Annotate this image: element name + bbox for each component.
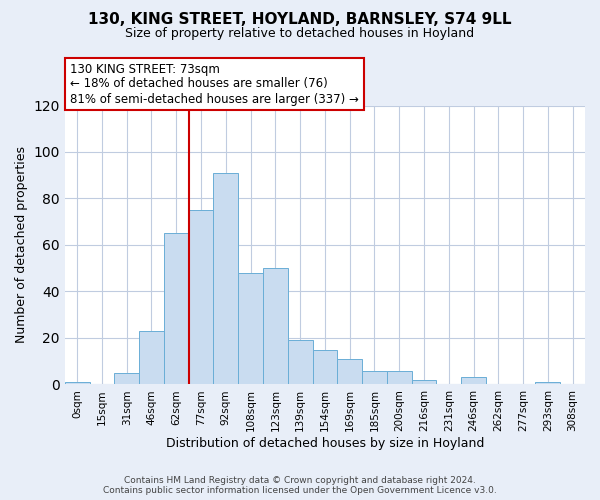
Bar: [238, 273, 263, 384]
Bar: [263, 268, 288, 384]
Bar: [115, 373, 139, 384]
Bar: [214, 173, 238, 384]
Bar: [461, 378, 486, 384]
Text: 130, KING STREET, HOYLAND, BARNSLEY, S74 9LL: 130, KING STREET, HOYLAND, BARNSLEY, S74…: [88, 12, 512, 28]
Bar: [362, 370, 387, 384]
Bar: [139, 331, 164, 384]
Bar: [412, 380, 436, 384]
Text: Size of property relative to detached houses in Hoyland: Size of property relative to detached ho…: [125, 28, 475, 40]
Bar: [164, 234, 188, 384]
Bar: [188, 210, 214, 384]
Bar: [387, 370, 412, 384]
Bar: [288, 340, 313, 384]
Bar: [337, 359, 362, 384]
Bar: [65, 382, 89, 384]
Text: 130 KING STREET: 73sqm
← 18% of detached houses are smaller (76)
81% of semi-det: 130 KING STREET: 73sqm ← 18% of detached…: [70, 62, 359, 106]
Y-axis label: Number of detached properties: Number of detached properties: [15, 146, 28, 344]
Bar: [535, 382, 560, 384]
Bar: [313, 350, 337, 384]
X-axis label: Distribution of detached houses by size in Hoyland: Distribution of detached houses by size …: [166, 437, 484, 450]
Text: Contains HM Land Registry data © Crown copyright and database right 2024.
Contai: Contains HM Land Registry data © Crown c…: [103, 476, 497, 495]
